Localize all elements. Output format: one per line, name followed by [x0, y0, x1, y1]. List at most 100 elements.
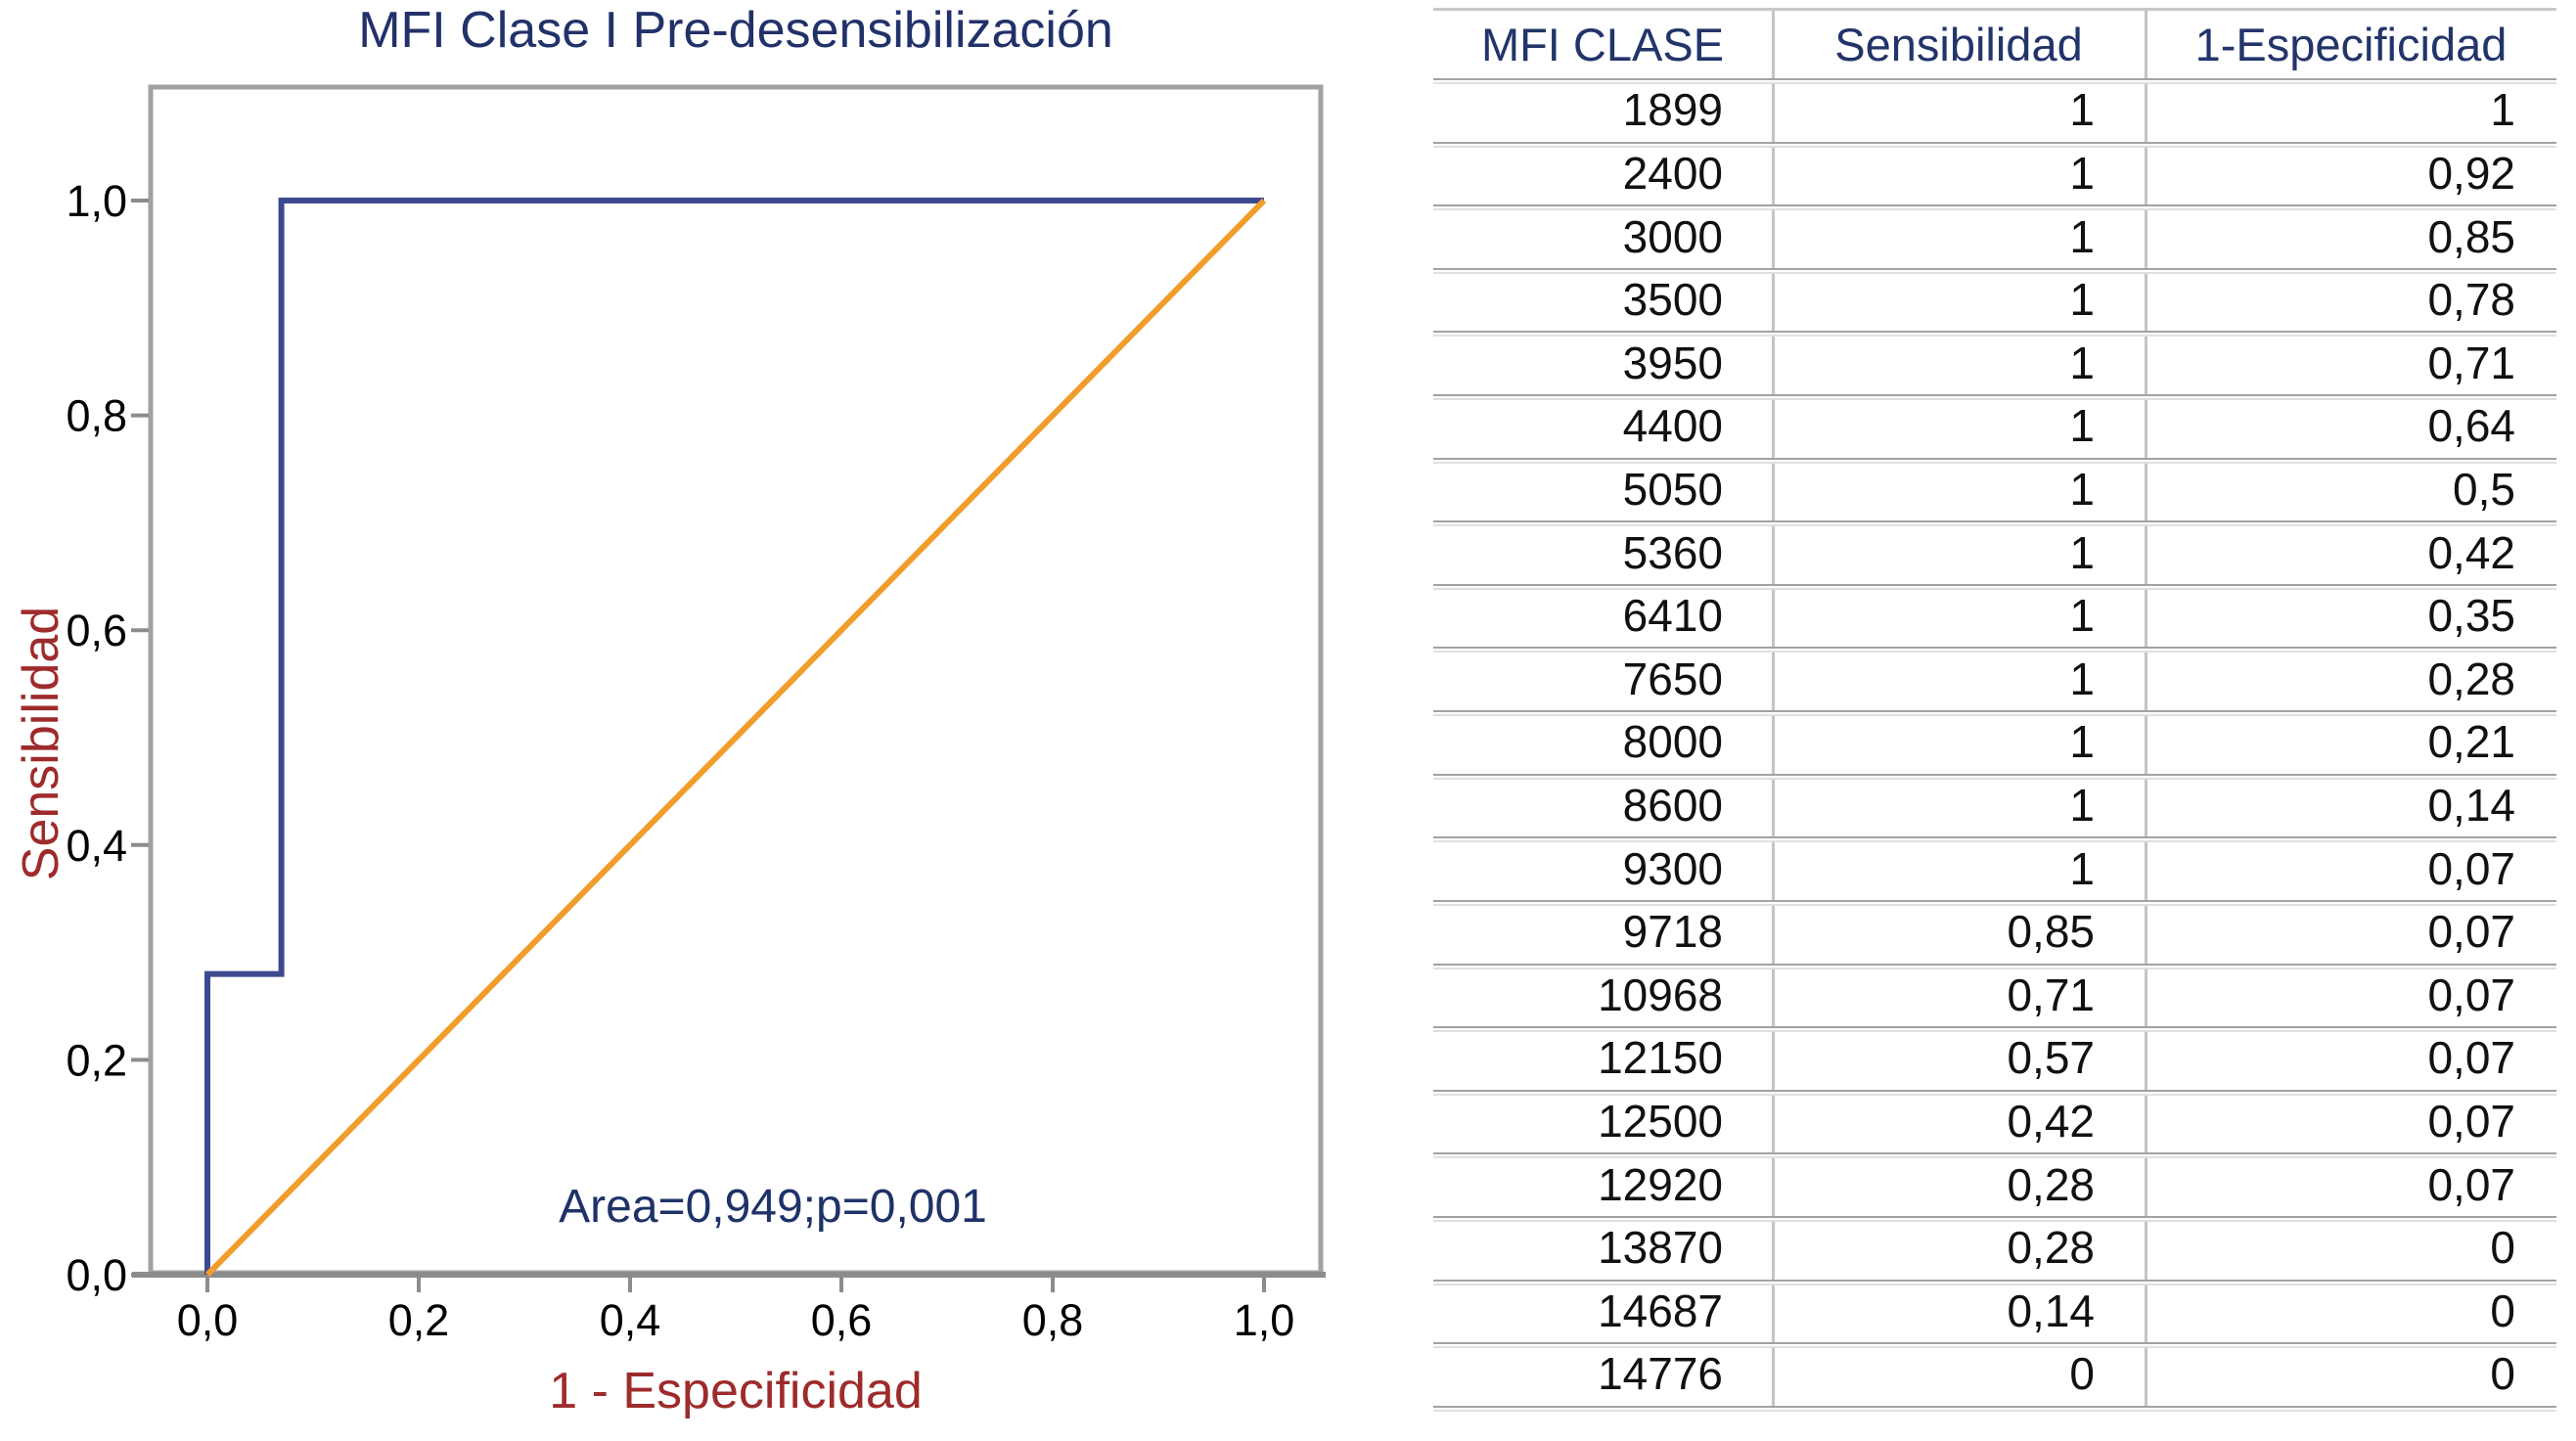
mfi-clase-cell: 13870 — [1598, 1222, 1723, 1274]
mfi-clase-cell: 8000 — [1622, 716, 1723, 768]
mfi-clase-cell: 9718 — [1622, 906, 1723, 958]
coordinates-table: MFI CLASE Sensibilidad 1-Especificidad 1… — [1433, 0, 2556, 1414]
especificidad-cell: 0,28 — [2427, 653, 2515, 704]
mfi-clase-cell: 7650 — [1622, 653, 1723, 704]
especificidad-cell: 0 — [2490, 1284, 2515, 1336]
especificidad-cell: 0,07 — [2427, 906, 2515, 958]
axis-tick-labels: 0,0 0,2 0,4 0,6 0,8 1,0 0,0 0,2 0,4 0,6 0,8 1,0 — [66, 176, 1294, 1345]
especificidad-cell: 0 — [2490, 1348, 2515, 1400]
y-axis-label: Sensibilidad — [13, 606, 69, 881]
table-row: 8000 1 0,21 — [1433, 710, 2556, 774]
sensibilidad-cell: 1 — [2069, 84, 2095, 136]
mfi-clase-cell: 5050 — [1622, 463, 1723, 515]
mfi-clase-cell: 12500 — [1598, 1096, 1723, 1148]
especificidad-cell: 0,07 — [2427, 1032, 2515, 1084]
mfi-clase-cell: 9300 — [1622, 842, 1723, 894]
sensibilidad-cell: 1 — [2069, 842, 2095, 894]
table-row: 7650 1 0,28 — [1433, 647, 2556, 710]
table-bottom-border — [1433, 1406, 2556, 1412]
especificidad-cell: 0,35 — [2427, 590, 2515, 642]
sensibilidad-cell: 1 — [2069, 463, 2095, 515]
especificidad-cell: 0,07 — [2427, 1158, 2515, 1210]
x-tick-label: 0,8 — [1022, 1295, 1084, 1345]
table-row: 3950 1 0,71 — [1433, 331, 2556, 394]
sensibilidad-cell: 1 — [2069, 274, 2095, 326]
sensibilidad-cell: 1 — [2069, 716, 2095, 768]
mfi-clase-cell: 14687 — [1598, 1284, 1723, 1336]
sensibilidad-cell: 1 — [2069, 590, 2095, 642]
table-row: 1899 1 1 — [1433, 78, 2556, 142]
table-row: 12500 0,42 0,07 — [1433, 1089, 2556, 1153]
table-row: 13870 0,28 0 — [1433, 1215, 2556, 1280]
table-row: 6410 1 0,35 — [1433, 583, 2556, 648]
mfi-clase-cell: 4400 — [1622, 400, 1723, 452]
table-row: 5360 1 0,42 — [1433, 520, 2556, 584]
roc-chart-panel: MFI Clase I Pre-desensibilización 0,0 0,2… — [13, 2, 1326, 1419]
table-column-divider — [1772, 10, 1775, 1406]
especificidad-cell: 0,21 — [2427, 716, 2515, 768]
table-row: 5050 1 0,5 — [1433, 457, 2556, 521]
table-row: 9718 0,85 0,07 — [1433, 899, 2556, 964]
mfi-clase-cell: 2400 — [1622, 147, 1723, 199]
sensibilidad-cell: 0,42 — [2007, 1096, 2095, 1148]
table-row: 9300 1 0,07 — [1433, 836, 2556, 900]
y-tick-label: 0,0 — [66, 1250, 127, 1300]
mfi-clase-cell: 5360 — [1622, 526, 1723, 578]
sensibilidad-cell: 0,71 — [2007, 968, 2095, 1020]
table-row: 3000 1 0,85 — [1433, 204, 2556, 268]
mfi-clase-cell: 3000 — [1622, 210, 1723, 262]
especificidad-cell: 0 — [2490, 1222, 2515, 1274]
sensibilidad-cell: 1 — [2069, 526, 2095, 578]
table-row: 8600 1 0,14 — [1433, 773, 2556, 837]
sensibilidad-cell: 1 — [2069, 780, 2095, 831]
mfi-clase-cell: 12150 — [1598, 1032, 1723, 1084]
mfi-clase-cell: 10968 — [1598, 968, 1723, 1020]
y-tick-label: 0,6 — [66, 606, 127, 655]
auc-annotation: Area=0,949;p=0,001 — [559, 1181, 987, 1233]
x-axis-label: 1 - Especificidad — [549, 1363, 923, 1419]
sensibilidad-cell: 0,28 — [2007, 1222, 2095, 1274]
mfi-clase-cell: 8600 — [1622, 780, 1723, 831]
axis-ticks — [131, 199, 1266, 1292]
table-row: 12150 0,57 0,07 — [1433, 1026, 2556, 1090]
x-tick-label: 0,0 — [177, 1295, 239, 1345]
reference-diagonal-line — [204, 198, 1267, 1278]
sensibilidad-cell: 0,14 — [2007, 1284, 2095, 1336]
especificidad-cell: 0,85 — [2427, 210, 2515, 262]
especificidad-cell: 0,07 — [2427, 842, 2515, 894]
table-row: 2400 1 0,92 — [1433, 141, 2556, 205]
mfi-clase-cell: 6410 — [1622, 590, 1723, 642]
sensibilidad-cell: 0,28 — [2007, 1158, 2095, 1210]
sensibilidad-cell: 1 — [2069, 210, 2095, 262]
header-1-especificidad: 1-Especificidad — [2194, 18, 2508, 70]
mfi-clase-cell: 12920 — [1598, 1158, 1723, 1210]
sensibilidad-cell: 0,57 — [2007, 1032, 2095, 1084]
y-tick-label: 0,4 — [66, 821, 127, 871]
mfi-clase-cell: 1899 — [1622, 84, 1723, 136]
mfi-clase-cell: 3500 — [1622, 274, 1723, 326]
table-column-divider — [2145, 10, 2147, 1406]
especificidad-cell: 0,92 — [2427, 147, 2515, 199]
roc-curve-line — [204, 198, 1264, 1275]
y-tick-label: 0,8 — [66, 391, 127, 441]
mfi-clase-cell: 14776 — [1598, 1348, 1723, 1400]
table-row: 12920 0,28 0,07 — [1433, 1152, 2556, 1216]
especificidad-cell: 1 — [2490, 84, 2515, 136]
sensibilidad-cell: 1 — [2069, 147, 2095, 199]
sensibilidad-cell: 1 — [2069, 653, 2095, 704]
table-header-row: MFI CLASE Sensibilidad 1-Especificidad — [1433, 11, 2556, 77]
table-row: 14776 0 0 — [1433, 1342, 2556, 1406]
plot-series — [204, 198, 1267, 1278]
header-mfi-clase: MFI CLASE — [1480, 18, 1725, 70]
plot-border — [148, 84, 1324, 1276]
sensibilidad-cell: 0,85 — [2007, 906, 2095, 958]
especificidad-cell: 0,14 — [2427, 780, 2515, 831]
table-row: 4400 1 0,64 — [1433, 394, 2556, 458]
especificidad-cell: 0,07 — [2427, 1096, 2515, 1148]
y-tick-label: 1,0 — [66, 176, 127, 226]
mfi-clase-cell: 3950 — [1622, 337, 1723, 388]
table-row: 14687 0,14 0 — [1433, 1279, 2556, 1343]
y-tick-label: 0,2 — [66, 1035, 127, 1085]
table-row: 10968 0,71 0,07 — [1433, 963, 2556, 1027]
table-top-border — [1433, 8, 2556, 11]
